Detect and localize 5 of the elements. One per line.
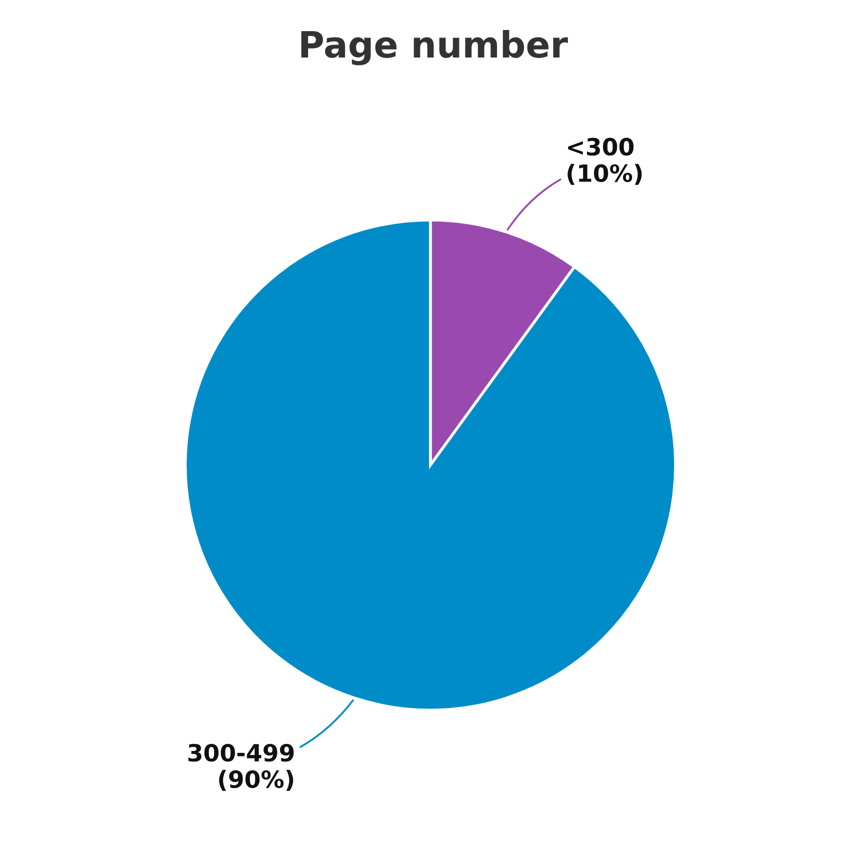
chart-title: Page number: [301, 30, 568, 66]
data-label: (90%): [219, 770, 294, 791]
slice-label: <300: [568, 138, 634, 156]
data-label: (10%): [568, 164, 642, 185]
slice-label: 300-499: [188, 744, 294, 762]
